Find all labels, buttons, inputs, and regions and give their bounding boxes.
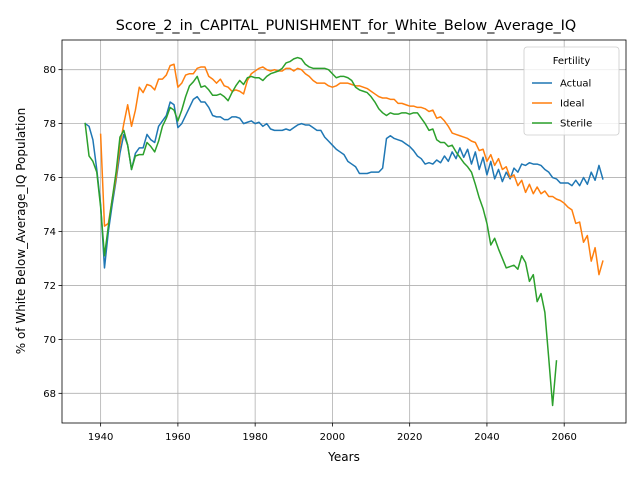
x-tick-label: 1960 <box>165 432 190 443</box>
y-tick-label: 68 <box>43 389 56 400</box>
x-tick-label: 2060 <box>551 432 576 443</box>
legend-label-actual: Actual <box>560 79 591 90</box>
y-axis-label: % of White Below_Average_IQ Population <box>14 108 28 355</box>
y-tick-label: 78 <box>43 119 56 130</box>
legend-label-ideal: Ideal <box>560 99 584 110</box>
legend-box <box>523 46 620 136</box>
x-tick-label: 2040 <box>474 432 499 443</box>
series-line-sterile <box>84 56 558 407</box>
x-tick-label: 1940 <box>88 432 113 443</box>
y-tick-label: 80 <box>43 65 56 76</box>
legend: Fertility Actual Ideal Sterile <box>523 46 620 136</box>
y-tick-label: 74 <box>43 227 56 238</box>
legend-label-sterile: Sterile <box>560 119 592 130</box>
y-tick-label: 72 <box>43 281 56 292</box>
x-tick-label: 1980 <box>242 432 267 443</box>
y-tick-label: 76 <box>43 173 56 184</box>
x-axis-label: Years <box>327 450 360 464</box>
legend-title: Fertility <box>553 56 591 67</box>
x-tick-label: 2020 <box>397 432 422 443</box>
chart-title: Score_2_in_CAPITAL_PUNISHMENT_for_White_… <box>116 18 577 34</box>
y-tick-label: 70 <box>43 335 56 346</box>
series-line-actual <box>84 95 604 269</box>
x-tick-label: 2000 <box>320 432 345 443</box>
series-line-ideal <box>99 63 604 276</box>
